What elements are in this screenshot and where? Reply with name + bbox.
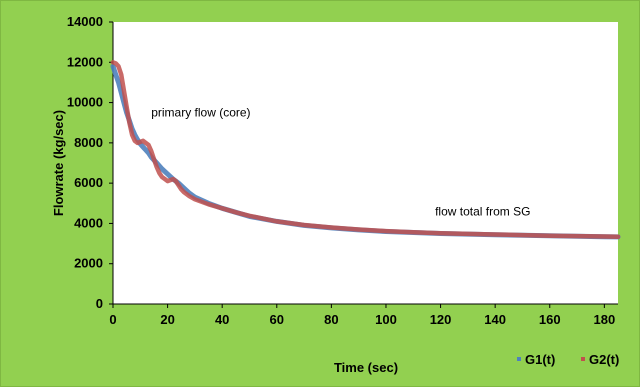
series-layer bbox=[110, 60, 621, 240]
x-tick-label: 80 bbox=[324, 312, 338, 327]
y-tick-label: 12000 bbox=[67, 54, 103, 69]
x-tick-label: 60 bbox=[270, 312, 284, 327]
legend-marker bbox=[581, 357, 585, 361]
y-tick-label: 6000 bbox=[74, 175, 103, 190]
series-line-g2-t bbox=[110, 60, 621, 239]
y-tick-label: 0 bbox=[96, 296, 103, 311]
y-tick-label: 10000 bbox=[67, 95, 103, 110]
x-tick-label: 140 bbox=[484, 312, 506, 327]
legend: G1(t) G2(t) bbox=[517, 352, 619, 367]
y-axis-ticks: 0 2000 4000 6000 8000 10000 12000 14000 bbox=[67, 14, 113, 311]
legend-marker bbox=[517, 357, 521, 361]
annotation-label: flow total from SG bbox=[435, 204, 530, 218]
x-tick-label: 100 bbox=[375, 312, 397, 327]
legend-label: G2(t) bbox=[589, 352, 619, 367]
annotation-label: primary flow (core) bbox=[151, 106, 250, 120]
legend-label: G1(t) bbox=[525, 352, 555, 367]
annotations: primary flow (core) flow total from SG bbox=[151, 106, 530, 219]
x-tick-label: 120 bbox=[430, 312, 452, 327]
y-tick-label: 8000 bbox=[74, 135, 103, 150]
x-tick-label: 180 bbox=[593, 312, 615, 327]
x-axis-ticks: 0 20 40 60 80 100 120 140 160 180 bbox=[109, 304, 615, 327]
x-tick-label: 20 bbox=[160, 312, 174, 327]
x-axis-title: Time (sec) bbox=[334, 360, 398, 375]
y-tick-label: 2000 bbox=[74, 256, 103, 271]
x-tick-label: 40 bbox=[215, 312, 229, 327]
x-tick-label: 0 bbox=[109, 312, 116, 327]
y-tick-label: 4000 bbox=[74, 215, 103, 230]
plot-area bbox=[113, 22, 618, 304]
y-axis-title: Flowrate (kg/sec) bbox=[51, 110, 66, 216]
x-tick-label: 160 bbox=[539, 312, 561, 327]
y-tick-label: 14000 bbox=[67, 14, 103, 29]
